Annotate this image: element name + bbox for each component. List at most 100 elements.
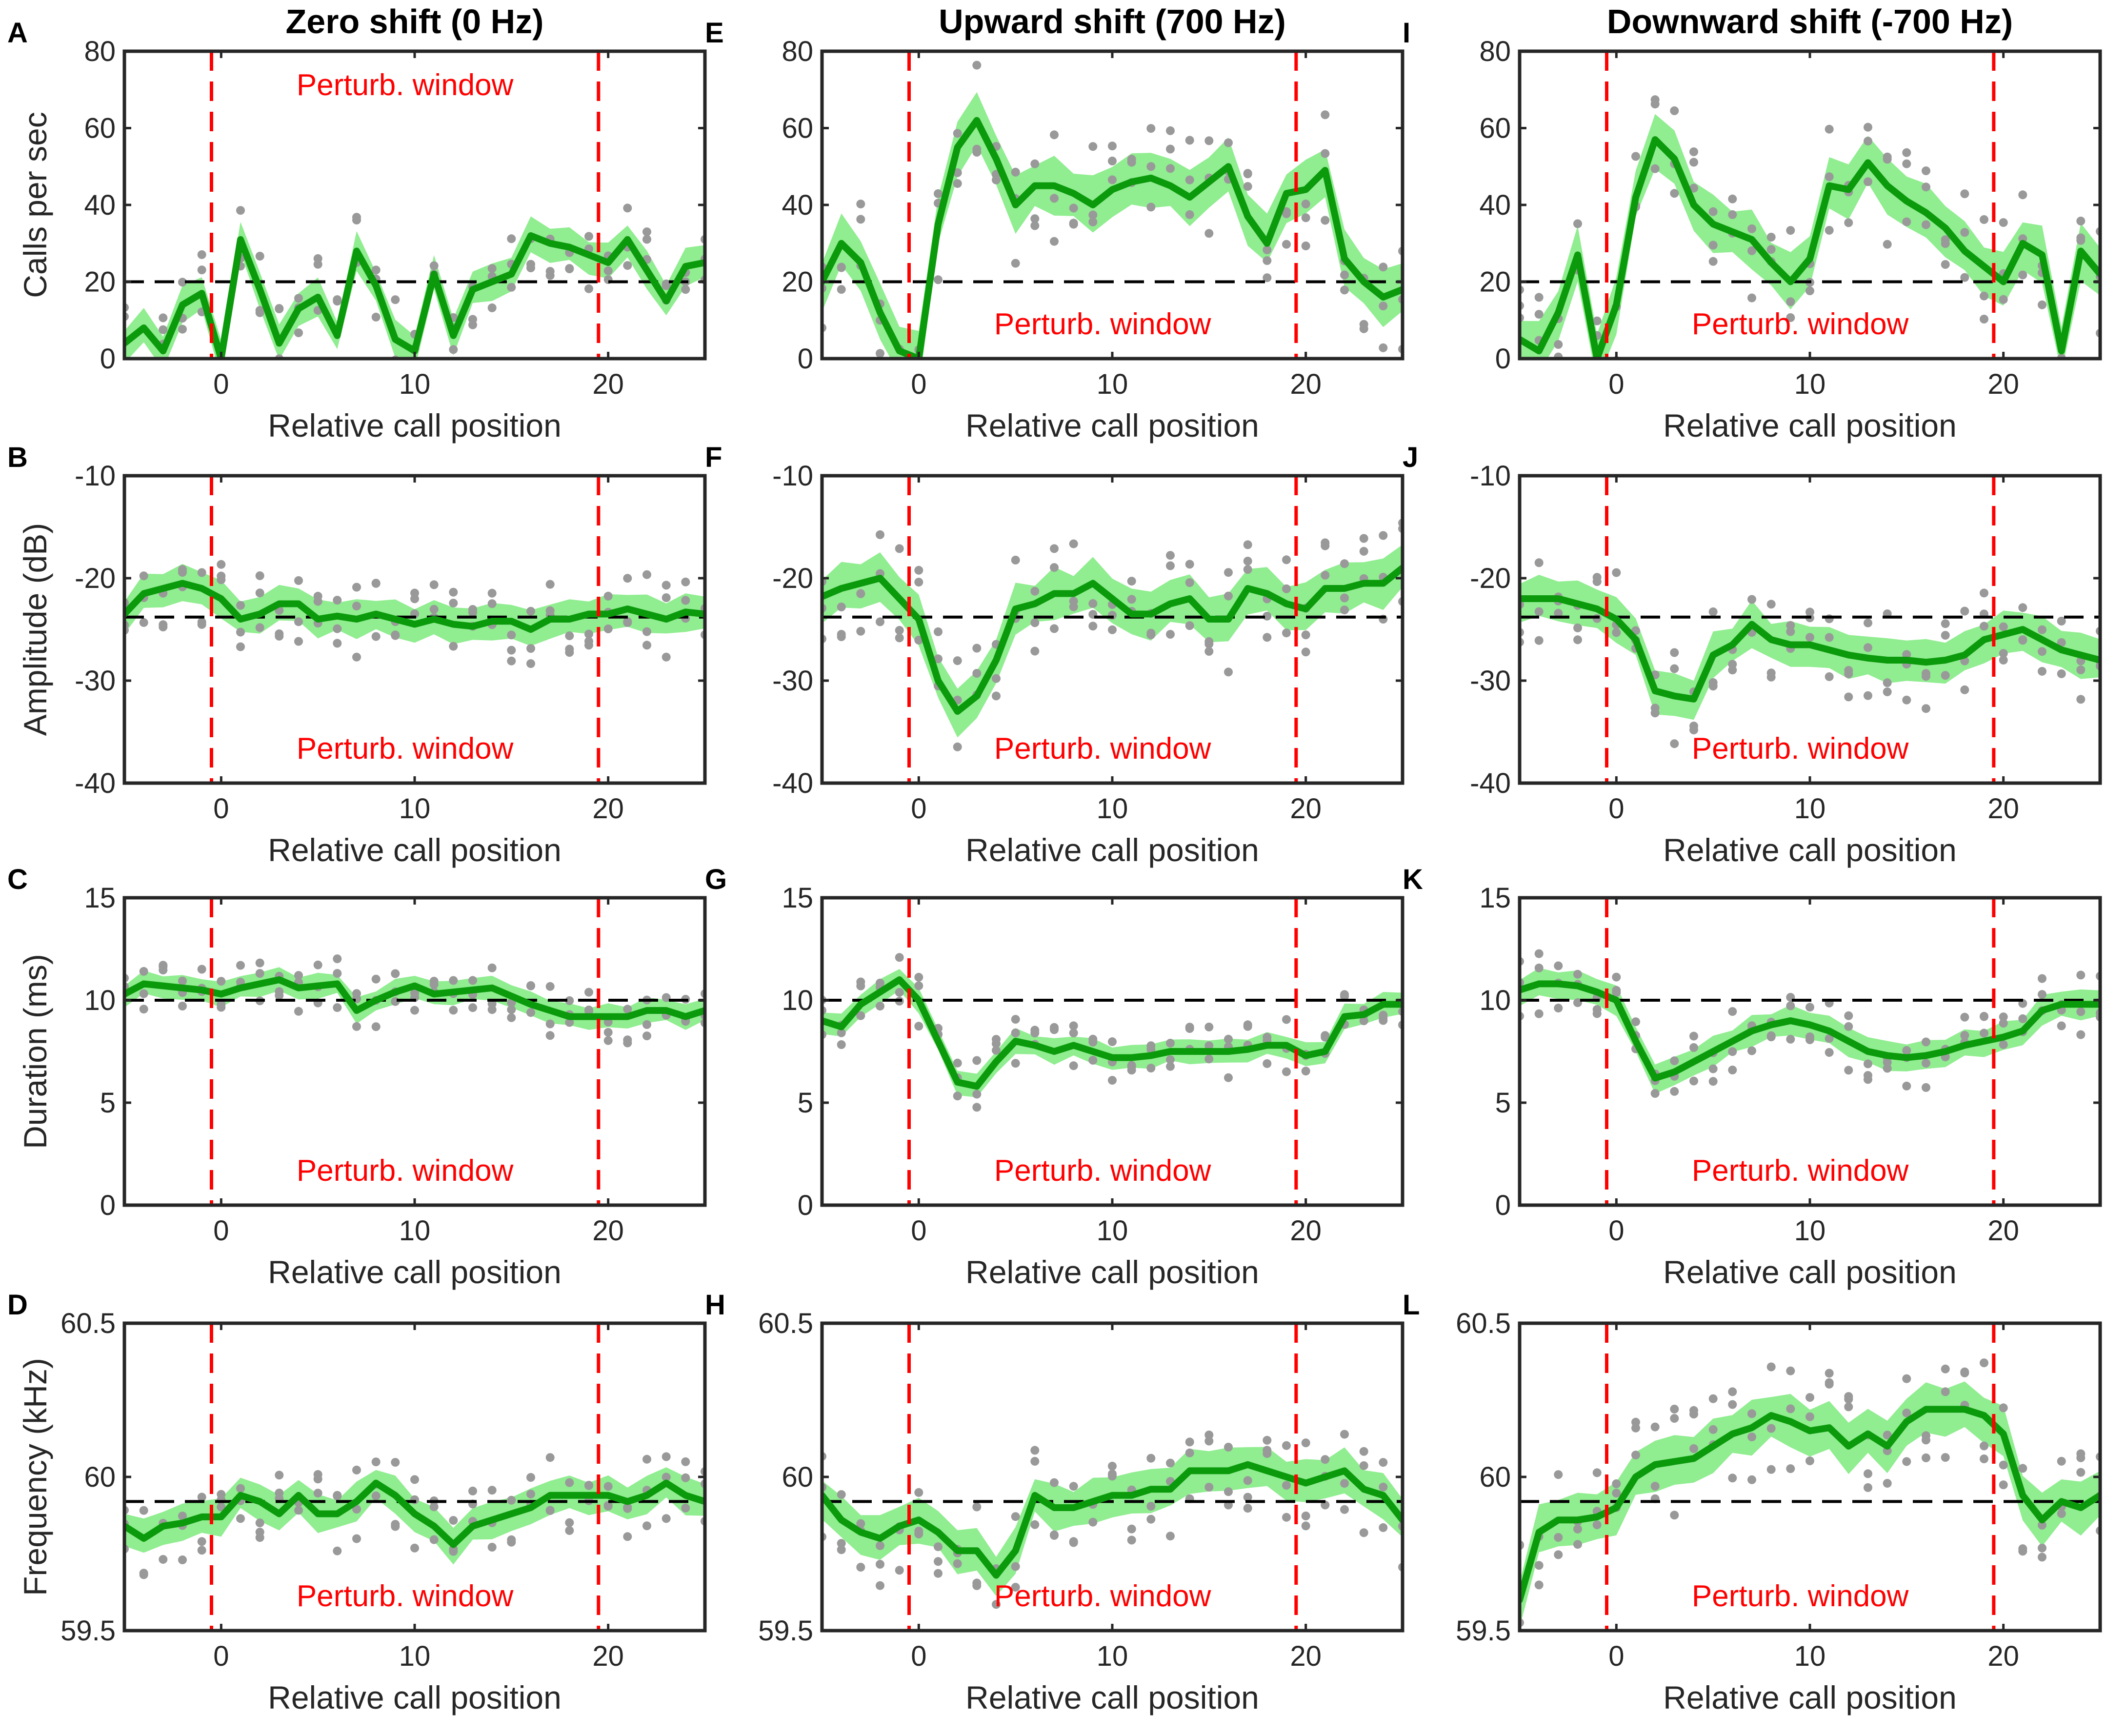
x-tick-label: 20 bbox=[1987, 1215, 2019, 1247]
y-tick-label: -20 bbox=[75, 563, 116, 594]
data-point bbox=[159, 1555, 168, 1564]
plot-area-G bbox=[822, 898, 1403, 1205]
panel-letter-H: H bbox=[705, 1289, 725, 1321]
data-point bbox=[876, 1002, 884, 1011]
data-point bbox=[681, 1457, 690, 1466]
data-point bbox=[1844, 692, 1853, 702]
data-point bbox=[197, 965, 206, 974]
data-point bbox=[507, 283, 516, 292]
data-point bbox=[1922, 704, 1930, 713]
data-point bbox=[1301, 630, 1310, 640]
data-point bbox=[623, 261, 632, 270]
data-point bbox=[1883, 687, 1892, 696]
data-point bbox=[1224, 1487, 1233, 1496]
data-point bbox=[449, 1516, 458, 1525]
data-point bbox=[642, 1454, 651, 1464]
data-point bbox=[217, 575, 226, 585]
data-point bbox=[1282, 1441, 1291, 1450]
panel-letter-D: D bbox=[7, 1289, 28, 1321]
data-point bbox=[1786, 627, 1795, 636]
data-point bbox=[1282, 1067, 1291, 1076]
data-point bbox=[1805, 1003, 1814, 1012]
x-tick-label: 20 bbox=[592, 793, 624, 825]
data-point bbox=[1922, 1059, 1930, 1068]
data-point bbox=[1689, 158, 1698, 167]
data-point bbox=[1243, 1476, 1252, 1485]
data-point bbox=[449, 976, 458, 985]
mean-line-L bbox=[1520, 1406, 2100, 1603]
x-axis-title-A: Relative call position bbox=[268, 407, 562, 444]
y-tick-label: -40 bbox=[75, 767, 116, 799]
data-point bbox=[1825, 172, 1834, 182]
data-point bbox=[953, 179, 962, 188]
data-point bbox=[1204, 229, 1214, 238]
data-point bbox=[1243, 565, 1252, 574]
data-point bbox=[1069, 203, 1078, 213]
data-point bbox=[1825, 1369, 1834, 1378]
data-point bbox=[992, 674, 1001, 683]
window-label-H: Perturb. window bbox=[994, 1579, 1211, 1613]
data-point bbox=[1011, 555, 1020, 565]
data-point bbox=[1108, 141, 1117, 151]
data-point bbox=[1243, 540, 1252, 549]
data-point bbox=[294, 971, 303, 980]
data-point bbox=[934, 1569, 943, 1578]
plot-area-A bbox=[124, 51, 705, 369]
data-point bbox=[1127, 158, 1136, 167]
data-point bbox=[1108, 1469, 1117, 1478]
data-point bbox=[1340, 606, 1349, 615]
data-point bbox=[953, 1058, 962, 1068]
data-point bbox=[487, 264, 497, 273]
y-tick-label: 0 bbox=[798, 343, 813, 375]
data-point bbox=[526, 1473, 535, 1482]
data-point bbox=[139, 967, 148, 976]
y-tick-label: 60 bbox=[1479, 1461, 1511, 1493]
data-point bbox=[1379, 262, 1388, 272]
data-point bbox=[255, 623, 264, 632]
data-point bbox=[1146, 1041, 1156, 1050]
data-point bbox=[837, 632, 846, 641]
data-point bbox=[1960, 1031, 1969, 1040]
data-point bbox=[333, 969, 342, 978]
data-point bbox=[1146, 202, 1156, 212]
data-point bbox=[1922, 166, 1930, 176]
data-point bbox=[1185, 1437, 1194, 1447]
data-point bbox=[1670, 189, 1679, 198]
data-point bbox=[603, 1482, 613, 1491]
data-point bbox=[371, 632, 381, 641]
y-tick-label: -40 bbox=[772, 767, 813, 799]
data-point bbox=[197, 1546, 206, 1555]
data-point bbox=[1902, 217, 1911, 226]
data-point bbox=[2076, 1468, 2086, 1477]
data-point bbox=[1379, 1010, 1388, 1020]
data-point bbox=[391, 361, 400, 369]
data-point bbox=[662, 581, 671, 590]
data-point bbox=[1166, 164, 1175, 173]
data-point bbox=[1263, 273, 1272, 283]
data-point bbox=[934, 654, 943, 664]
data-point bbox=[914, 981, 923, 990]
column-title-0: Zero shift (0 Hz) bbox=[286, 2, 544, 40]
x-axis-title-H: Relative call position bbox=[965, 1679, 1259, 1716]
data-point bbox=[255, 306, 264, 315]
data-point bbox=[1766, 233, 1776, 242]
data-point bbox=[1224, 1034, 1233, 1044]
data-point bbox=[1224, 1073, 1233, 1082]
data-point bbox=[1922, 220, 1930, 229]
sem-band-B bbox=[124, 564, 705, 646]
data-point bbox=[895, 382, 904, 391]
y-tick-label: 60 bbox=[84, 113, 116, 144]
data-point bbox=[1689, 1043, 1698, 1052]
data-point bbox=[526, 260, 535, 269]
data-point bbox=[1844, 218, 1853, 227]
data-point bbox=[1612, 359, 1621, 368]
y-tick-label: 60 bbox=[782, 113, 813, 144]
x-axis-title-F: Relative call position bbox=[965, 832, 1259, 868]
panel-B: Perturb. window 0 10 20 Relative call positi… bbox=[7, 442, 707, 868]
x-tick-label: 0 bbox=[213, 1640, 229, 1672]
data-point bbox=[1999, 655, 2008, 665]
data-point bbox=[1631, 1017, 1640, 1027]
mean-line-A bbox=[124, 232, 705, 359]
data-point bbox=[1301, 213, 1310, 222]
data-point bbox=[1263, 245, 1272, 255]
